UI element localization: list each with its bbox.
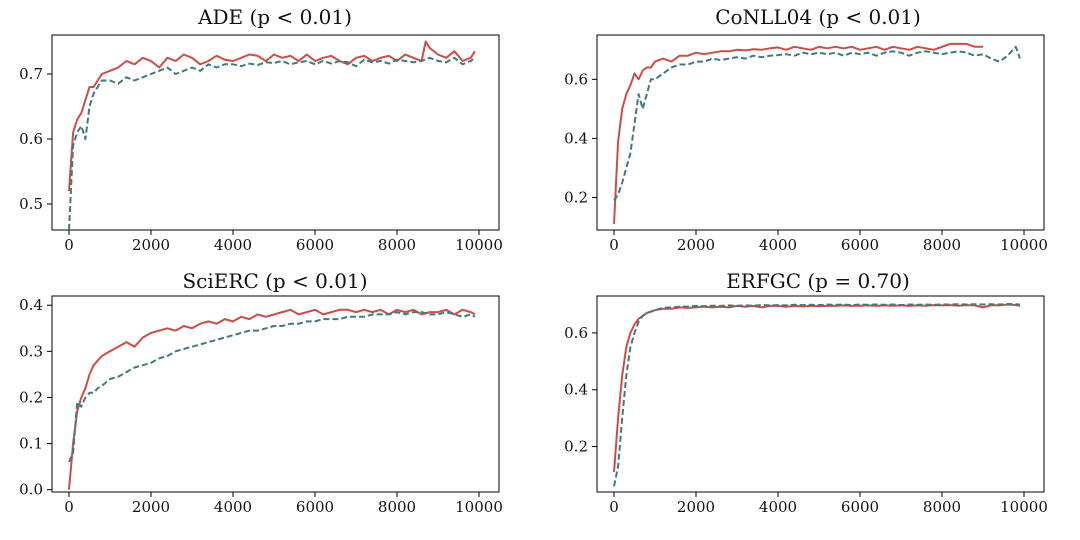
- x-tick-label: 2000: [677, 236, 715, 254]
- x-tick-label: 10000: [455, 236, 503, 254]
- plot-frame: [596, 295, 1045, 493]
- y-tick-label: 0.2: [564, 189, 588, 207]
- x-tick-label: 0: [609, 236, 619, 254]
- x-tick-label: 6000: [841, 236, 879, 254]
- y-tick-label: 0.6: [19, 130, 43, 148]
- plot-frame: [51, 34, 500, 231]
- series-line-series-b: [68, 311, 476, 463]
- y-tick-label: 0.6: [564, 70, 588, 88]
- panel-ade: ADE (p < 0.01): [51, 5, 500, 231]
- x-tick-label: 4000: [214, 236, 252, 254]
- x-tick-label: 8000: [923, 498, 961, 516]
- panel-scierc: SciERC (p < 0.01): [51, 269, 500, 493]
- x-tick-label: 4000: [214, 498, 252, 516]
- panel-title: SciERC (p < 0.01): [182, 269, 367, 293]
- x-tick-label: 8000: [378, 236, 416, 254]
- x-tick-label: 8000: [923, 236, 961, 254]
- x-tick-label: 2000: [132, 236, 170, 254]
- x-tick-label: 10000: [455, 498, 503, 516]
- x-tick-label: 4000: [759, 236, 797, 254]
- series-line-series-a: [613, 42, 983, 225]
- x-tick-label: 2000: [132, 498, 170, 516]
- series-line-series-b: [613, 45, 1021, 202]
- x-tick-label: 0: [64, 498, 74, 516]
- x-tick-label: 0: [609, 498, 619, 516]
- series-line-series-b: [68, 56, 476, 231]
- x-tick-label: 2000: [677, 498, 715, 516]
- y-tick-label: 0.5: [19, 195, 43, 213]
- panel-conll04: CoNLL04 (p < 0.01): [596, 5, 1045, 231]
- series-line-series-a: [613, 303, 1021, 473]
- plot-frame: [596, 34, 1045, 231]
- y-tick-label: 0.2: [19, 388, 43, 406]
- x-tick-label: 4000: [759, 498, 797, 516]
- y-tick-label: 0.1: [19, 435, 43, 453]
- x-tick-label: 6000: [296, 498, 334, 516]
- plot-frame: [51, 295, 500, 493]
- y-tick-label: 0.6: [564, 324, 588, 342]
- panel-title: ERFGC (p = 0.70): [726, 269, 910, 293]
- y-tick-label: 0.2: [564, 438, 588, 456]
- y-tick-label: 0.4: [19, 296, 43, 314]
- y-tick-label: 0.0: [19, 481, 43, 499]
- x-tick-label: 8000: [378, 498, 416, 516]
- series-line-series-a: [68, 308, 476, 490]
- x-tick-label: 0: [64, 236, 74, 254]
- x-tick-label: 10000: [1000, 498, 1048, 516]
- y-tick-label: 0.4: [564, 381, 588, 399]
- panel-erfgc: ERFGC (p = 0.70): [596, 269, 1045, 493]
- x-tick-label: 6000: [296, 236, 334, 254]
- series-line-series-b: [613, 303, 1020, 487]
- panel-title: CoNLL04 (p < 0.01): [715, 5, 921, 29]
- series-line-series-a: [68, 40, 476, 192]
- y-tick-label: 0.3: [19, 342, 43, 360]
- panel-title: ADE (p < 0.01): [197, 5, 352, 29]
- x-tick-label: 10000: [1000, 236, 1048, 254]
- x-tick-label: 6000: [841, 498, 879, 516]
- y-tick-label: 0.7: [19, 65, 43, 83]
- y-tick-label: 0.4: [564, 129, 588, 147]
